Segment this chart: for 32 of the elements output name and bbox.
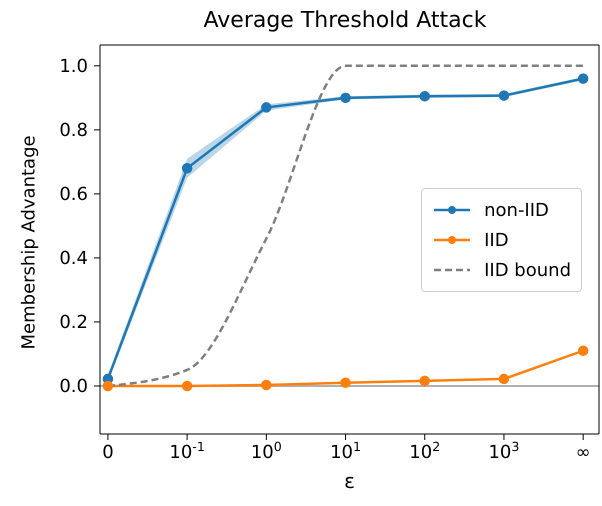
- legend-label: IID: [484, 230, 509, 250]
- point: [102, 380, 114, 392]
- point: [498, 90, 510, 101]
- y-tick-label: 0.8: [59, 120, 88, 141]
- x-tick-label: 10$^{-1}$: [169, 438, 205, 463]
- point: [261, 102, 272, 113]
- y-tick-label: 0.4: [59, 248, 88, 269]
- point: [182, 380, 192, 392]
- point: [578, 73, 588, 84]
- point: [578, 346, 588, 356]
- point: [419, 376, 430, 386]
- point: [340, 92, 351, 104]
- legend-label: IID bound: [484, 260, 571, 280]
- y-tick-label: 1.0: [59, 56, 88, 77]
- x-tick-label: 10$^{0}$: [250, 438, 282, 463]
- chart-title: Average Threshold Attack: [204, 8, 486, 33]
- point: [340, 378, 351, 388]
- y-axis-title: Membership Advantage: [18, 135, 40, 350]
- point: [261, 380, 272, 390]
- y-tick-label: 0.0: [59, 376, 88, 397]
- y-tick-label: 0.6: [59, 184, 88, 205]
- point: [182, 163, 192, 174]
- x-tick-label: 0: [102, 442, 114, 463]
- x-tick-label: 10$^{2}$: [409, 438, 440, 463]
- x-tick-label: 10$^{3}$: [488, 438, 520, 463]
- x-axis-title: ε: [344, 469, 355, 493]
- point: [498, 374, 510, 384]
- y-tick-label: 0.2: [59, 312, 88, 333]
- x-tick-label: ∞: [576, 442, 591, 463]
- legend-label: non-IID: [484, 200, 549, 220]
- point: [419, 90, 430, 102]
- x-tick-label: 10$^{1}$: [330, 438, 361, 463]
